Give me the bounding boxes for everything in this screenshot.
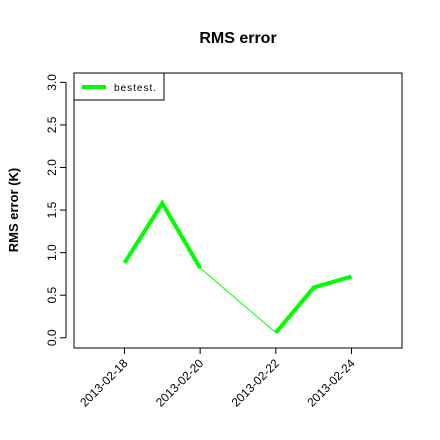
y-tick-label: 1.5: [45, 201, 59, 218]
y-tick-label: 1.0: [45, 244, 59, 261]
legend-label: bestest.: [114, 83, 157, 94]
chart-title: RMS error: [199, 30, 276, 47]
gap-connector: [199, 267, 277, 334]
y-tick-label: 2.5: [45, 116, 59, 133]
y-tick-label: 3.0: [45, 74, 59, 91]
y-axis-label: RMS error (K): [6, 168, 21, 253]
y-tick-label: 0.5: [45, 287, 59, 304]
y-tick-label: 0.0: [45, 329, 59, 346]
y-tick-label: 2.0: [45, 159, 59, 176]
data-line: [122, 199, 353, 334]
